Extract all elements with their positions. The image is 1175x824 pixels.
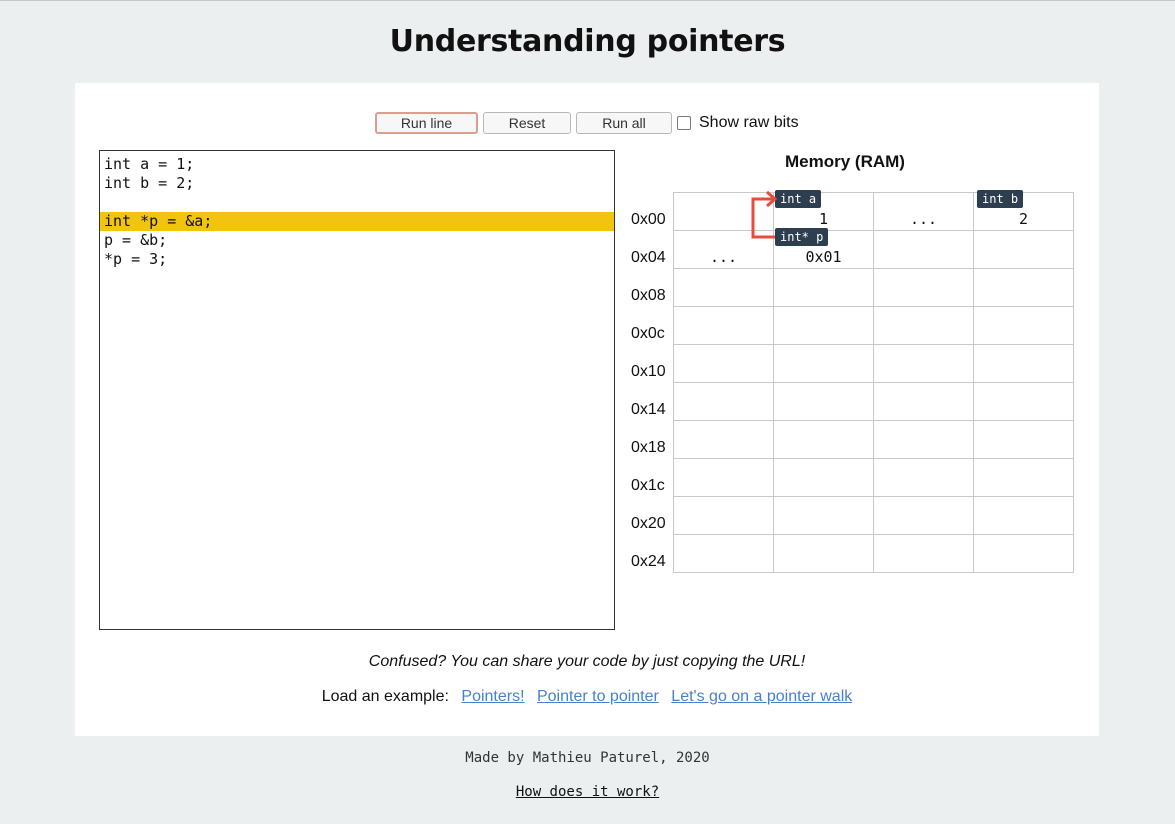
address-label: 0x24 xyxy=(631,553,666,570)
memory-cell xyxy=(773,306,874,345)
how-does-it-work-link[interactable]: How does it work? xyxy=(515,784,660,800)
footer-credit: Made by Mathieu Paturel, 2020 xyxy=(465,750,710,766)
address-column: 0x00 0x04 0x08 0x0c 0x10 0x14 0x18 0x1c … xyxy=(631,192,671,572)
code-line: int b = 2; xyxy=(104,174,195,192)
memory-cell xyxy=(673,268,774,307)
memory-cell: ... xyxy=(873,192,974,231)
variable-tag-b: int b xyxy=(977,190,1024,208)
pointer-arrow-head xyxy=(766,190,778,208)
show-raw-bits-checkbox[interactable] xyxy=(677,116,691,130)
memory-cell xyxy=(673,496,774,535)
memory-cell xyxy=(873,458,974,497)
memory-row xyxy=(673,534,1074,573)
memory-cell xyxy=(973,496,1074,535)
address-label: 0x1c xyxy=(631,477,665,494)
memory-cell xyxy=(973,344,1074,383)
run-line-button[interactable]: Run line xyxy=(375,112,478,134)
cell-value: 1 xyxy=(818,210,829,228)
memory-cell xyxy=(873,306,974,345)
code-line-highlighted: int *p = &a; xyxy=(100,212,614,231)
address-label: 0x18 xyxy=(631,439,666,456)
memory-cell xyxy=(773,458,874,497)
share-note: Confused? You can share your code by jus… xyxy=(368,653,806,670)
code-editor[interactable]: int a = 1; int b = 2; int *p = &a; p = &… xyxy=(99,150,615,630)
memory-cell xyxy=(673,382,774,421)
address-label: 0x08 xyxy=(631,287,666,304)
pointer-arrow-line xyxy=(751,197,775,239)
memory-table: 1 ... 2 ... 0x01 xyxy=(673,192,1074,573)
memory-row xyxy=(673,268,1074,307)
memory-row xyxy=(673,420,1074,459)
examples-bar: Load an example: Pointers! Pointer to po… xyxy=(75,688,1099,706)
run-all-button[interactable]: Run all xyxy=(576,112,672,134)
memory-cell xyxy=(873,534,974,573)
memory-title: Memory (RAM) xyxy=(785,152,905,171)
address-label: 0x20 xyxy=(631,515,666,532)
memory-row xyxy=(673,344,1074,383)
code-line: p = &b; xyxy=(104,231,168,249)
memory-cell xyxy=(973,268,1074,307)
memory-row xyxy=(673,382,1074,421)
example-link-pointer-walk[interactable]: Let's go on a pointer walk xyxy=(671,688,853,705)
memory-cell xyxy=(773,382,874,421)
memory-cell xyxy=(873,230,974,269)
address-label: 0x10 xyxy=(631,363,666,380)
footer-link-container: How does it work? xyxy=(0,784,1175,800)
memory-row xyxy=(673,496,1074,535)
memory-cell xyxy=(873,382,974,421)
memory-cell xyxy=(773,534,874,573)
memory-row xyxy=(673,306,1074,345)
top-divider xyxy=(0,0,1175,1)
cell-value: 2 xyxy=(1018,210,1029,228)
toolbar: Run line Reset Run all Show raw bits xyxy=(375,111,799,135)
show-raw-bits-label: Show raw bits xyxy=(699,114,799,131)
cell-value: ... xyxy=(909,210,938,228)
memory-cell xyxy=(873,344,974,383)
example-link-pointer-to-pointer[interactable]: Pointer to pointer xyxy=(536,688,659,705)
memory-grid: 0x00 0x04 0x08 0x0c 0x10 0x14 0x18 0x1c … xyxy=(631,190,1075,573)
memory-cell xyxy=(973,420,1074,459)
memory-cell xyxy=(773,420,874,459)
variable-tag-a: int a xyxy=(775,190,822,208)
cell-value: ... xyxy=(709,248,738,266)
code-line: *p = 3; xyxy=(104,250,168,268)
examples-label: Load an example: xyxy=(321,688,449,705)
address-label: 0x14 xyxy=(631,401,666,418)
memory-cell xyxy=(673,458,774,497)
memory-cell xyxy=(873,496,974,535)
cell-value: 0x01 xyxy=(805,248,842,266)
memory-cell xyxy=(973,382,1074,421)
pointer-arrow xyxy=(751,190,778,239)
memory-cell xyxy=(973,458,1074,497)
address-label: 0x00 xyxy=(631,211,666,228)
memory-cell xyxy=(873,268,974,307)
memory-row xyxy=(673,458,1074,497)
code-line: int a = 1; xyxy=(104,155,195,173)
memory-cell xyxy=(773,268,874,307)
reset-button[interactable]: Reset xyxy=(483,112,571,134)
memory-cell xyxy=(773,496,874,535)
memory-cell xyxy=(673,534,774,573)
example-link-pointers[interactable]: Pointers! xyxy=(461,688,525,705)
memory-cell xyxy=(773,344,874,383)
memory-cell xyxy=(673,344,774,383)
variable-tag-p: int* p xyxy=(775,228,829,246)
main-panel: Run line Reset Run all Show raw bits int… xyxy=(75,83,1099,736)
code-line xyxy=(100,193,614,212)
memory-cell xyxy=(673,306,774,345)
memory-cell xyxy=(873,420,974,459)
page-title: Understanding pointers xyxy=(389,24,786,59)
memory-cell xyxy=(973,534,1074,573)
memory-cell xyxy=(973,230,1074,269)
address-label: 0x0c xyxy=(631,325,665,342)
memory-cell xyxy=(673,420,774,459)
memory-cell xyxy=(973,306,1074,345)
address-label: 0x04 xyxy=(631,249,666,266)
memory-row: ... 0x01 xyxy=(673,230,1074,269)
